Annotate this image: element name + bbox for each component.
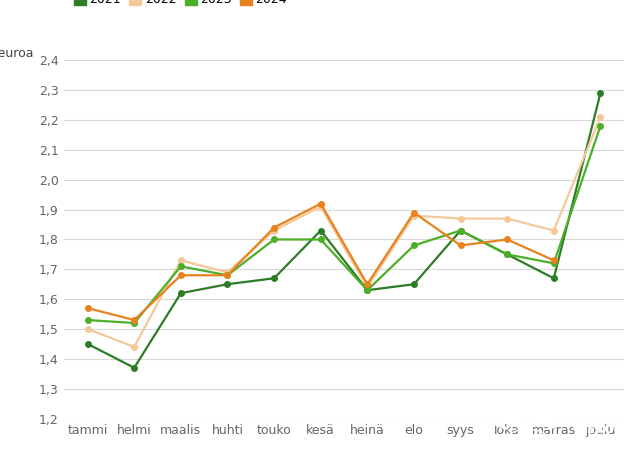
2023: [363, 287, 371, 293]
2023: [503, 252, 511, 257]
Line: 2024: 2024: [85, 201, 557, 323]
2023: [84, 317, 91, 323]
2024: [317, 201, 325, 206]
2023: [457, 228, 464, 233]
2022: [84, 326, 91, 332]
2021: [317, 228, 325, 233]
Text: VERO: VERO: [579, 423, 615, 436]
2021: [457, 228, 464, 233]
2024: [410, 210, 418, 215]
2023: [224, 272, 231, 278]
2024: [363, 281, 371, 287]
Line: 2021: 2021: [85, 91, 603, 371]
2022: [503, 216, 511, 221]
2021: [131, 365, 138, 371]
2021: [84, 341, 91, 347]
2022: [363, 285, 371, 290]
2024: [503, 237, 511, 242]
Line: 2023: 2023: [85, 123, 603, 326]
2024: [131, 317, 138, 323]
2022: [131, 344, 138, 350]
2021: [363, 287, 371, 293]
2023: [131, 320, 138, 326]
2022: [270, 228, 278, 233]
Line: 2022: 2022: [85, 114, 603, 350]
2021: [224, 281, 231, 287]
2021: [270, 275, 278, 281]
2023: [177, 264, 185, 269]
2021: [550, 275, 557, 281]
2021: [410, 281, 418, 287]
2022: [550, 228, 557, 233]
2023: [597, 123, 604, 129]
Legend: 2021, 2022, 2023, 2024: 2021, 2022, 2023, 2024: [71, 0, 292, 11]
2021: [597, 91, 604, 96]
2021: [503, 252, 511, 257]
2022: [224, 270, 231, 275]
2022: [457, 216, 464, 221]
2024: [177, 272, 185, 278]
2024: [457, 243, 464, 248]
2021: [177, 290, 185, 296]
Y-axis label: Mrd. euroa: Mrd. euroa: [0, 47, 33, 60]
2022: [177, 258, 185, 263]
2023: [270, 237, 278, 242]
2023: [550, 260, 557, 266]
2024: [84, 306, 91, 311]
2022: [410, 213, 418, 219]
2024: [270, 225, 278, 230]
Text: SKATT: SKATT: [579, 441, 622, 454]
2022: [317, 204, 325, 209]
2023: [317, 237, 325, 242]
2024: [224, 272, 231, 278]
2022: [597, 114, 604, 120]
2023: [410, 243, 418, 248]
2024: [550, 258, 557, 263]
